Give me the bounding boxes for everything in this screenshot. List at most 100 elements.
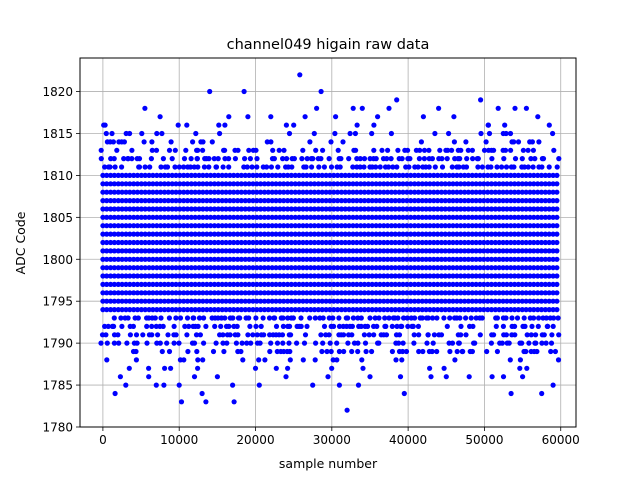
data-point <box>111 324 116 329</box>
data-point <box>149 139 154 144</box>
data-point <box>133 349 138 354</box>
y-tick-label: 1785 <box>42 379 73 393</box>
data-point <box>470 156 475 161</box>
x-tick-label: 60000 <box>542 433 580 447</box>
data-point <box>277 148 282 153</box>
data-point <box>195 156 200 161</box>
data-point <box>237 315 242 320</box>
data-point <box>287 349 292 354</box>
data-point <box>127 131 132 136</box>
data-point <box>195 366 200 371</box>
data-point <box>253 148 258 153</box>
data-point <box>222 123 227 128</box>
data-point <box>490 374 495 379</box>
data-point <box>362 156 367 161</box>
data-point <box>310 383 315 388</box>
data-point <box>554 215 559 220</box>
data-point <box>147 164 152 169</box>
data-point <box>520 156 525 161</box>
data-point <box>253 324 258 329</box>
data-point <box>367 332 372 337</box>
data-point <box>304 164 309 169</box>
y-axis-label: ADC Code <box>13 211 28 274</box>
data-point <box>345 408 350 413</box>
data-point <box>361 164 366 169</box>
data-point <box>129 148 134 153</box>
data-point <box>280 315 285 320</box>
data-point <box>359 357 364 362</box>
data-point <box>556 332 561 337</box>
data-point <box>397 332 402 337</box>
data-point <box>190 139 195 144</box>
data-point <box>149 332 154 337</box>
data-point <box>134 332 139 337</box>
x-tick-label: 30000 <box>313 433 351 447</box>
data-point <box>210 139 215 144</box>
data-point <box>422 156 427 161</box>
data-point <box>464 164 469 169</box>
data-point <box>529 324 534 329</box>
data-point <box>195 164 200 169</box>
data-point <box>319 349 324 354</box>
data-point <box>193 131 198 136</box>
data-point <box>119 324 124 329</box>
data-point <box>349 349 354 354</box>
data-point <box>196 324 201 329</box>
data-point <box>379 148 384 153</box>
data-point <box>192 341 197 346</box>
data-point <box>539 164 544 169</box>
data-point <box>554 240 559 245</box>
data-point <box>509 391 514 396</box>
data-point <box>287 131 292 136</box>
data-point <box>201 315 206 320</box>
data-point <box>222 315 227 320</box>
data-point <box>470 148 475 153</box>
data-point <box>526 164 531 169</box>
data-point <box>447 315 452 320</box>
data-point <box>555 164 560 169</box>
data-point <box>167 315 172 320</box>
data-point <box>374 324 379 329</box>
data-point <box>376 315 381 320</box>
data-point <box>508 148 513 153</box>
data-point <box>420 349 425 354</box>
data-point <box>428 374 433 379</box>
data-point <box>333 114 338 119</box>
data-point <box>395 148 400 153</box>
data-point <box>437 148 442 153</box>
data-point <box>500 341 505 346</box>
data-point <box>103 332 108 337</box>
data-point <box>226 164 231 169</box>
data-point <box>185 349 190 354</box>
data-point <box>316 164 321 169</box>
data-point <box>320 341 325 346</box>
data-point <box>522 324 527 329</box>
data-point <box>390 349 395 354</box>
data-point <box>329 349 334 354</box>
data-point <box>131 324 136 329</box>
data-point <box>554 307 559 312</box>
data-point <box>371 332 376 337</box>
y-tick-label: 1810 <box>42 169 73 183</box>
data-point <box>524 366 529 371</box>
data-point <box>458 324 463 329</box>
data-point <box>99 148 104 153</box>
data-point <box>440 164 445 169</box>
data-point <box>533 332 538 337</box>
data-point <box>299 156 304 161</box>
data-point <box>545 324 550 329</box>
data-point <box>351 106 356 111</box>
data-point <box>200 148 205 153</box>
data-point <box>417 156 422 161</box>
data-point <box>501 374 506 379</box>
data-point <box>274 366 279 371</box>
data-point <box>455 349 460 354</box>
data-point <box>367 315 372 320</box>
data-point <box>247 324 252 329</box>
data-point <box>539 391 544 396</box>
data-point <box>416 332 421 337</box>
data-point <box>139 131 144 136</box>
data-point <box>298 315 303 320</box>
data-point <box>417 148 422 153</box>
data-point <box>337 383 342 388</box>
